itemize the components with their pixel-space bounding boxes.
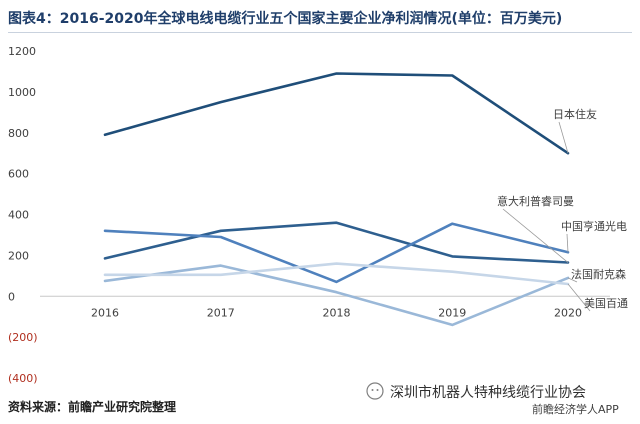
source-note: 资料来源：前瞻产业研究院整理 bbox=[8, 400, 177, 414]
x-tick-label: 2017 bbox=[207, 306, 235, 319]
y-tick-label: 400 bbox=[8, 209, 29, 222]
series-label: 意大利普睿司曼 bbox=[497, 194, 574, 208]
series-label: 法国耐克森 bbox=[571, 267, 626, 281]
series-line bbox=[103, 72, 570, 155]
wechat-icon bbox=[366, 382, 384, 400]
y-tick-label: 800 bbox=[8, 127, 29, 140]
y-tick-label: 1200 bbox=[8, 45, 36, 58]
y-axis: (400) (200) 0 200 400 600 800 1000 1200 bbox=[8, 45, 610, 385]
series-leader-line bbox=[558, 121, 569, 154]
series-line bbox=[103, 262, 570, 286]
chart-title: 图表4：2016-2020年全球电线电缆行业五个国家主要企业净利润情况(单位：百… bbox=[8, 11, 563, 27]
y-tick-label: 1000 bbox=[8, 86, 36, 99]
series-label: 美国百通 bbox=[584, 297, 628, 310]
series-line bbox=[103, 264, 570, 327]
y-tick-label: 200 bbox=[8, 249, 29, 262]
series-leader-line bbox=[567, 283, 591, 312]
series-label: 中国亨通光电 bbox=[561, 219, 627, 233]
x-tick-label: 2016 bbox=[91, 306, 119, 319]
series-leader-line bbox=[502, 208, 569, 263]
y-tick-label: 600 bbox=[8, 168, 29, 181]
series-leader-line bbox=[566, 233, 569, 253]
x-tick-label: 2019 bbox=[438, 306, 466, 319]
y-tick-label: (200) bbox=[8, 331, 38, 344]
x-axis: 2016 2017 2018 2019 2020 bbox=[91, 306, 582, 319]
title-divider bbox=[8, 32, 632, 33]
y-tick-label: 0 bbox=[8, 290, 15, 303]
app-credit: 前瞻经济学人APP bbox=[532, 403, 619, 416]
x-tick-label: 2020 bbox=[554, 306, 582, 319]
series-leader-line bbox=[567, 277, 578, 283]
series-line bbox=[103, 221, 570, 264]
series-label: 日本住友 bbox=[553, 107, 597, 121]
y-tick-label: (400) bbox=[8, 372, 38, 385]
x-tick-label: 2018 bbox=[323, 306, 351, 319]
watermark-text: 深圳市机器人特种线缆行业协会 bbox=[390, 385, 586, 401]
series-lines bbox=[103, 72, 570, 327]
series-line bbox=[103, 222, 570, 284]
